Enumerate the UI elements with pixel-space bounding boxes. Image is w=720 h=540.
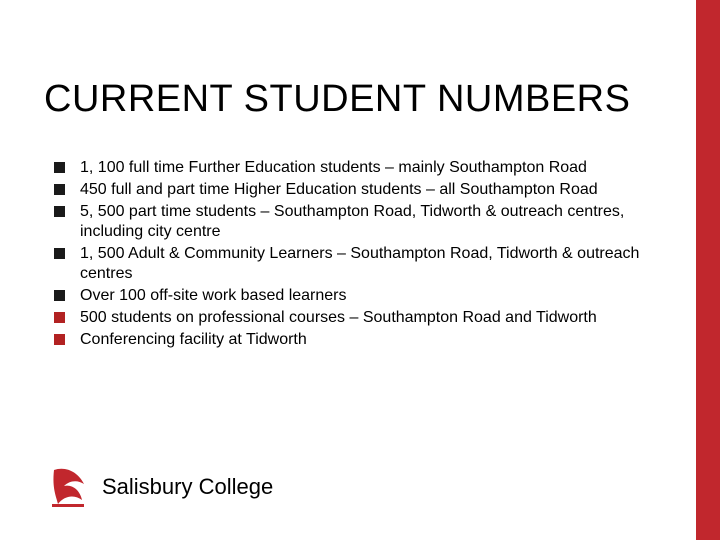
bullet-text: Over 100 off-site work based learners [80,287,347,304]
list-item: 1, 500 Adult & Community Learners – Sout… [54,244,644,284]
footer-label: Salisbury College [102,474,273,500]
footer: Salisbury College [48,466,273,508]
college-logo-icon [48,466,88,508]
bullet-text: Conferencing facility at Tidworth [80,331,307,348]
list-item: Over 100 off-site work based learners [54,286,644,306]
bullet-text: 450 full and part time Higher Education … [80,181,598,198]
list-item: 1, 100 full time Further Education stude… [54,158,644,178]
slide: CURRENT STUDENT NUMBERS 1, 100 full time… [0,0,720,540]
list-item: 450 full and part time Higher Education … [54,180,644,200]
accent-bar-thin [697,0,702,540]
bullet-text: 1, 500 Adult & Community Learners – Sout… [80,245,639,282]
slide-title: CURRENT STUDENT NUMBERS [44,78,630,121]
bullet-list: 1, 100 full time Further Education stude… [54,158,644,352]
list-item: Conferencing facility at Tidworth [54,330,644,350]
bullet-text: 1, 100 full time Further Education stude… [80,159,587,176]
list-item: 5, 500 part time students – Southampton … [54,202,644,242]
bullet-text: 5, 500 part time students – Southampton … [80,203,624,240]
list-item: 500 students on professional courses – S… [54,308,644,328]
bullet-text: 500 students on professional courses – S… [80,309,597,326]
